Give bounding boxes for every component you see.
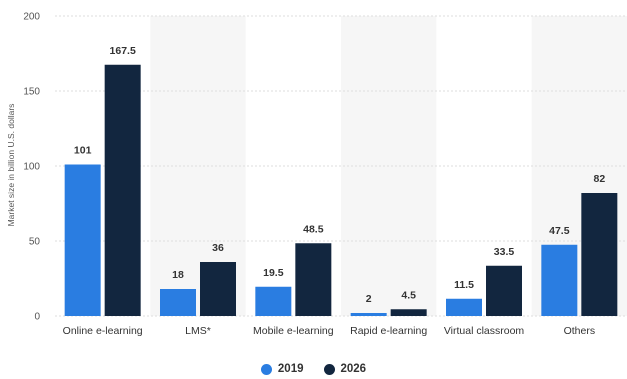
bar-2026	[390, 309, 427, 316]
legend-label-2026: 2026	[340, 363, 367, 375]
y-axis-ticks: 0 50 100 150 200	[23, 12, 40, 323]
legend-item-2026[interactable]: 2026	[323, 363, 367, 375]
data-label: 167.5	[110, 45, 136, 57]
bar-2026	[581, 193, 618, 316]
category-label: Virtual classroom	[444, 325, 525, 337]
chart: 0 50 100 150 200 Market size in billion U.S.…	[6, 12, 627, 337]
y-axis-label: Market size in billion U.S. dollars	[6, 104, 16, 227]
legend-item-2019[interactable]: 2019	[260, 363, 304, 375]
bar-2026	[486, 265, 522, 316]
data-label: 82	[593, 173, 605, 185]
bars	[64, 64, 618, 316]
category-label: Rapid e-learning	[350, 325, 427, 337]
category-label: LMS*	[185, 325, 211, 337]
legend: 2019 2026	[0, 360, 627, 378]
bar-2019	[255, 286, 292, 316]
bar-2026	[200, 262, 236, 316]
y-tick-label: 200	[23, 12, 40, 23]
data-label: 2	[366, 293, 372, 305]
bar-2026	[104, 64, 141, 316]
data-label: 101	[74, 145, 92, 157]
y-tick-label: 0	[34, 312, 40, 323]
y-tick-label: 50	[29, 237, 41, 248]
category-label: Mobile e-learning	[253, 325, 334, 337]
data-label: 11.5	[454, 279, 474, 291]
bar-2019	[160, 289, 196, 316]
data-label: 36	[212, 242, 224, 254]
category-labels: Online e-learning LMS* Mobile e-learning Ra…	[63, 325, 595, 337]
data-label: 47.5	[549, 225, 570, 237]
data-label: 33.5	[494, 246, 515, 258]
bar-2019	[350, 313, 387, 316]
bar-2019	[64, 164, 101, 316]
bar-2026	[295, 243, 332, 316]
legend-label-2019: 2019	[277, 363, 304, 375]
data-label: 19.5	[263, 267, 284, 279]
legend-marker-2026	[323, 363, 335, 375]
y-tick-label: 100	[23, 162, 40, 173]
category-label: Others	[564, 325, 596, 337]
data-label: 4.5	[401, 289, 416, 301]
data-label: 48.5	[303, 223, 324, 235]
category-label: Online e-learning	[63, 325, 143, 337]
y-tick-label: 150	[23, 87, 40, 98]
data-label: 18	[172, 269, 184, 281]
legend-marker-2019	[260, 363, 272, 375]
bar-2019	[446, 298, 482, 316]
data-labels: 101 167.5 18 36 19.5 48.5 2 4.5 11.5 33.5 47.5 82	[74, 45, 605, 305]
gridlines	[55, 15, 627, 317]
bar-2019	[541, 244, 578, 316]
